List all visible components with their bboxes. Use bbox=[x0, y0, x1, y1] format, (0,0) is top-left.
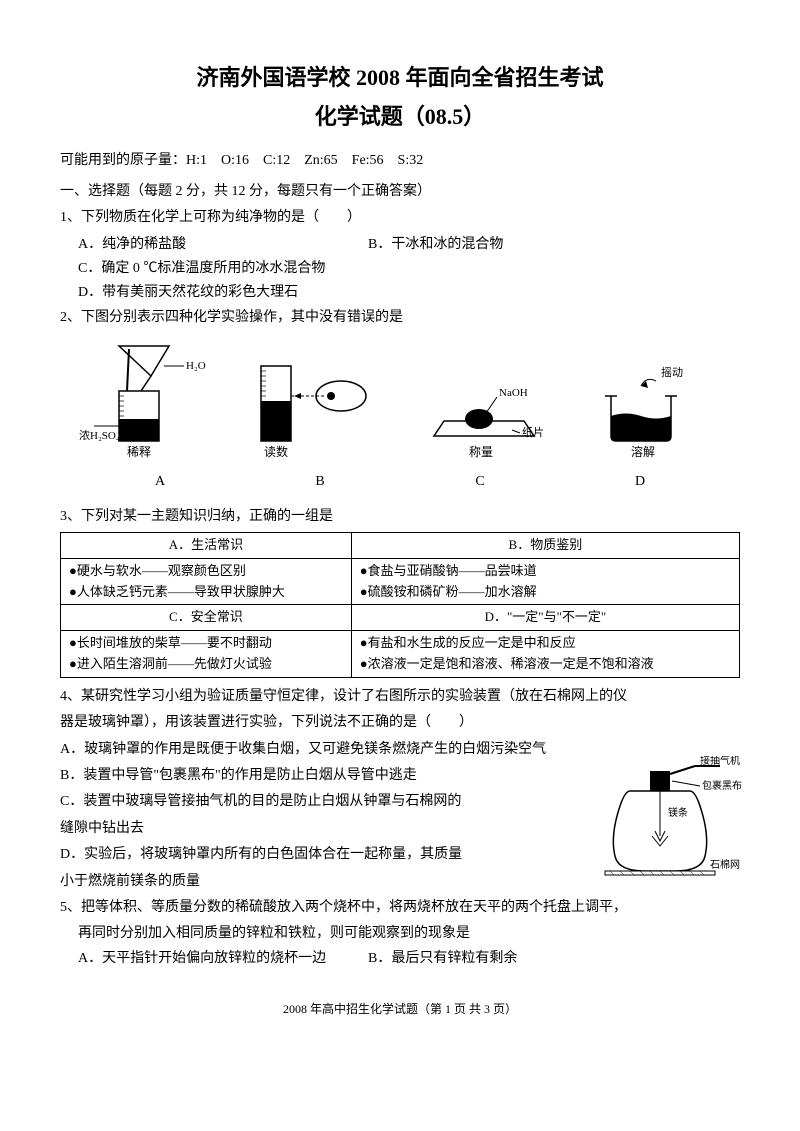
q3-r1c2-b: ●硫酸铵和磷矿粉——加水溶解 bbox=[360, 582, 731, 603]
q5-line2: 再同时分别加入相同质量的锌粒和铁粒，则可能观察到的现象是 bbox=[60, 923, 740, 945]
q1-option-a: A．纯净的稀盐酸 bbox=[78, 234, 368, 256]
q2-label-a: A bbox=[100, 471, 220, 493]
q1-option-d: D．带有美丽天然花纹的彩色大理石 bbox=[60, 282, 740, 304]
q2-diagram-a: H₂O 浓H₂SO₄ 稀释 bbox=[79, 341, 209, 467]
sub-title: 化学试题（08.5） bbox=[60, 99, 740, 134]
question-2: 2、下图分别表示四种化学实验操作，其中没有错误的是 bbox=[60, 307, 740, 329]
cloth-label: 包裹黑布 bbox=[702, 779, 742, 792]
q2-label-c: C bbox=[420, 471, 540, 493]
question-1: 1、下列物质在化学上可称为纯净物的是（ ） bbox=[60, 207, 740, 229]
q3-r2c2-b: ●浓溶液一定是饱和溶液、稀溶液一定是不饱和溶液 bbox=[360, 654, 731, 675]
h2o-label: H₂O bbox=[186, 360, 206, 372]
q3-cell-h1: A．生活常识 bbox=[61, 533, 352, 559]
q2-diagram-b: 读数 bbox=[246, 341, 376, 467]
mg-label: 镁条 bbox=[668, 806, 688, 819]
q2-diagram-d: 摇动 溶解 bbox=[591, 341, 721, 467]
q2-diagram-row: H₂O 浓H₂SO₄ 稀释 bbox=[60, 341, 740, 467]
reading-icon: 读数 bbox=[246, 341, 376, 461]
q3-cell-r1c1: ●硬水与软水——观察颜色区别 ●人体缺乏钙元素——导致甲状腺肿大 bbox=[61, 558, 352, 605]
apparatus-icon: 接抽气机 包裹黑布 镁条 石棉网 bbox=[600, 756, 750, 886]
section-1-heading: 一、选择题（每题 2 分，共 12 分，每题只有一个正确答案） bbox=[60, 181, 740, 203]
d-caption: 溶解 bbox=[631, 444, 655, 459]
weighing-icon: NaOH 纸片 称量 bbox=[414, 341, 554, 461]
q3-r1c2-a: ●食盐与亚硝酸钠——品尝味道 bbox=[360, 561, 731, 582]
shake-label: 摇动 bbox=[661, 365, 683, 379]
q2-label-d: D bbox=[580, 471, 700, 493]
page-footer: 2008 年高中招生化学试题（第 1 页 共 3 页） bbox=[60, 1000, 740, 1019]
naoh-label: NaOH bbox=[499, 387, 528, 399]
q3-table: A．生活常识 B．物质鉴别 ●硬水与软水——观察颜色区别 ●人体缺乏钙元素——导… bbox=[60, 532, 740, 678]
q5-option-row: A．天平指针开始偏向放锌粒的烧杯一边 B．最后只有锌粒有剩余 bbox=[60, 948, 740, 970]
q1-option-c: C．确定 0 ℃标准温度所用的冰水混合物 bbox=[60, 258, 740, 280]
q2-label-b: B bbox=[260, 471, 380, 493]
q3-r1c1-b: ●人体缺乏钙元素——导致甲状腺肿大 bbox=[69, 582, 343, 603]
q3-r2c1-b: ●进入陌生溶洞前——先做灯火试验 bbox=[69, 654, 343, 675]
q5-option-b: B．最后只有锌粒有剩余 bbox=[368, 948, 517, 970]
q1-option-b: B．干冰和冰的混合物 bbox=[368, 234, 503, 256]
q3-r1c1-a: ●硬水与软水——观察颜色区别 bbox=[69, 561, 343, 582]
q3-cell-r1c2: ●食盐与亚硝酸钠——品尝味道 ●硫酸铵和磷矿粉——加水溶解 bbox=[351, 558, 739, 605]
q4-line2: 器是玻璃钟罩），用该装置进行实验，下列说法不正确的是（ ） bbox=[60, 712, 740, 734]
q4-line1: 4、某研究性学习小组为验证质量守恒定律，设计了右图所示的实验装置（放在石棉网上的… bbox=[60, 686, 740, 708]
q3-cell-r2c2: ●有盐和水生成的反应一定是中和反应 ●浓溶液一定是饱和溶液、稀溶液一定是不饱和溶… bbox=[351, 631, 739, 678]
asbestos-label: 石棉网 bbox=[710, 858, 740, 871]
q3-cell-h2: B．物质鉴别 bbox=[351, 533, 739, 559]
b-caption: 读数 bbox=[264, 444, 288, 459]
pump-label: 接抽气机 bbox=[700, 756, 740, 767]
a-caption: 稀释 bbox=[127, 445, 151, 459]
q3-cell-r2c1: ●长时间堆放的柴草——要不时翻动 ●进入陌生溶洞前——先做灯火试验 bbox=[61, 631, 352, 678]
dilution-icon: H₂O 浓H₂SO₄ 稀释 bbox=[79, 341, 209, 461]
q3-cell-h3: C．安全常识 bbox=[61, 605, 352, 631]
question-4-wrap: 4、某研究性学习小组为验证质量守恒定律，设计了右图所示的实验装置（放在石棉网上的… bbox=[60, 686, 740, 893]
q1-option-row: A．纯净的稀盐酸 B．干冰和冰的混合物 bbox=[60, 234, 740, 256]
main-title: 济南外国语学校 2008 年面向全省招生考试 bbox=[60, 60, 740, 95]
q3-cell-h4: D．"一定"与"不一定" bbox=[351, 605, 739, 631]
q2-letter-row: A B C D bbox=[60, 471, 740, 493]
q5-line1: 5、把等体积、等质量分数的稀硫酸放入两个烧杯中，将两烧杯放在天平的两个托盘上调平… bbox=[60, 897, 740, 919]
q3-r2c1-a: ●长时间堆放的柴草——要不时翻动 bbox=[69, 633, 343, 654]
h2so4-label: 浓H₂SO₄ bbox=[79, 429, 120, 442]
q2-diagram-c: NaOH 纸片 称量 bbox=[414, 341, 554, 467]
paper-label: 纸片 bbox=[522, 426, 544, 439]
question-3: 3、下列对某一主题知识归纳，正确的一组是 bbox=[60, 506, 740, 528]
q5-option-a: A．天平指针开始偏向放锌粒的烧杯一边 bbox=[78, 948, 368, 970]
c-caption: 称量 bbox=[469, 445, 493, 459]
dissolve-icon: 摇动 溶解 bbox=[591, 341, 721, 461]
atomic-mass-line: 可能用到的原子量：H:1 O:16 C:12 Zn:65 Fe:56 S:32 bbox=[60, 150, 740, 172]
q3-r2c2-a: ●有盐和水生成的反应一定是中和反应 bbox=[360, 633, 731, 654]
q4-apparatus: 接抽气机 包裹黑布 镁条 石棉网 bbox=[600, 756, 750, 894]
